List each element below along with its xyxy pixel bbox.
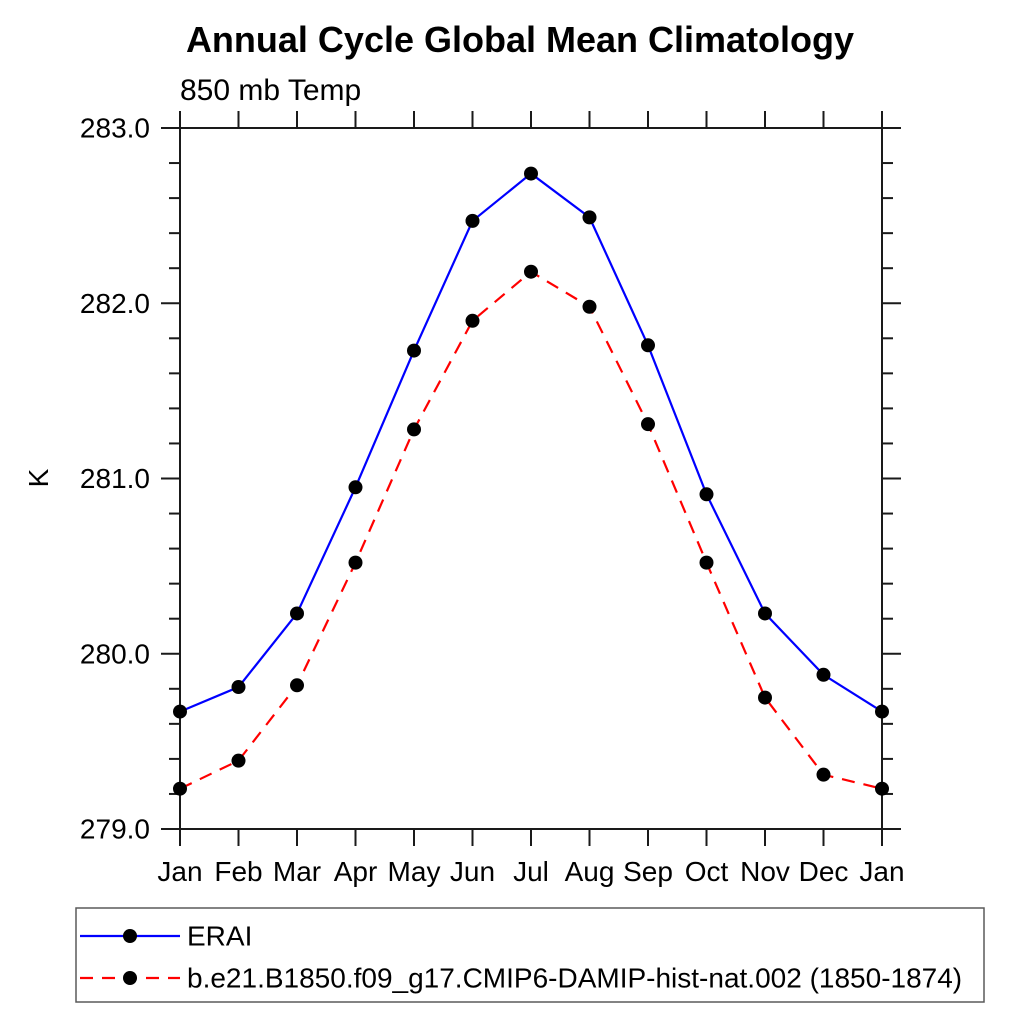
data-point-marker bbox=[231, 680, 246, 695]
data-point-marker bbox=[816, 767, 831, 782]
legend-box: ERAI b.e21.B1850.f09_g17.CMIP6-DAMIP-his… bbox=[75, 907, 985, 1003]
x-tick-label: Aug bbox=[565, 856, 615, 887]
y-tick-label: 280.0 bbox=[80, 638, 150, 669]
data-point-marker bbox=[875, 704, 889, 719]
x-tick-label: Jul bbox=[513, 856, 549, 887]
data-point-marker bbox=[758, 690, 772, 705]
data-point-marker bbox=[875, 781, 889, 796]
data-point-marker bbox=[407, 343, 421, 358]
x-axis-tick-labels: Jan Feb Mar Apr May Jun Jul Aug Sep Oct Nov Dec Jan bbox=[157, 856, 904, 887]
x-tick-label: Jan bbox=[859, 856, 904, 887]
x-tick-label: Jun bbox=[450, 856, 495, 887]
data-point-marker bbox=[524, 264, 538, 279]
chart-subtitle: 850 mb Temp bbox=[180, 74, 361, 107]
data-point-marker bbox=[173, 704, 187, 719]
x-tick-label: Oct bbox=[685, 856, 729, 887]
data-point-marker bbox=[348, 555, 363, 570]
y-axis-tick-labels: 279.0 280.0 281.0 282.0 283.0 bbox=[80, 113, 150, 845]
data-point-marker bbox=[407, 422, 421, 437]
data-point-marker bbox=[641, 338, 655, 353]
legend-marker-sample bbox=[123, 971, 137, 985]
x-tick-label: Apr bbox=[334, 856, 378, 887]
data-point-marker bbox=[758, 606, 772, 621]
series-line-model bbox=[179, 270, 883, 790]
legend-label-erai: ERAI bbox=[187, 921, 252, 952]
legend-samples bbox=[80, 929, 180, 985]
y-tick-label: 282.0 bbox=[80, 288, 150, 319]
y-tick-label: 283.0 bbox=[80, 113, 150, 144]
data-point-marker bbox=[173, 781, 187, 796]
data-point-marker bbox=[348, 480, 363, 495]
data-point-marker bbox=[582, 210, 597, 225]
plot-area bbox=[161, 111, 901, 846]
data-point-marker bbox=[290, 606, 304, 621]
y-tick-label: 281.0 bbox=[80, 463, 150, 494]
data-point-marker bbox=[699, 555, 714, 570]
legend-label-model: b.e21.B1850.f09_g17.CMIP6-DAMIP-hist-nat… bbox=[187, 963, 962, 994]
data-point-marker bbox=[231, 753, 246, 768]
data-point-marker bbox=[524, 166, 538, 181]
x-tick-label: May bbox=[388, 856, 441, 887]
x-tick-label: Dec bbox=[799, 856, 849, 887]
y-tick-label: 279.0 bbox=[80, 814, 150, 845]
data-point-marker bbox=[816, 667, 831, 682]
data-point-marker bbox=[465, 313, 480, 328]
plot-frame bbox=[179, 127, 883, 830]
x-tick-label: Feb bbox=[214, 856, 262, 887]
legend-marker-sample bbox=[123, 929, 137, 943]
data-point-marker bbox=[465, 213, 480, 228]
y-axis-label: K bbox=[23, 468, 54, 487]
data-point-marker bbox=[582, 299, 597, 314]
data-point-marker bbox=[290, 678, 304, 693]
legend-border bbox=[75, 907, 985, 1003]
x-tick-label: Sep bbox=[623, 856, 673, 887]
data-point-marker bbox=[699, 487, 714, 502]
x-tick-label: Jan bbox=[157, 856, 202, 887]
data-point-marker bbox=[641, 417, 655, 432]
chart-title: Annual Cycle Global Mean Climatology bbox=[186, 19, 854, 60]
x-tick-label: Mar bbox=[273, 856, 321, 887]
series-line-erai bbox=[179, 172, 883, 713]
x-tick-label: Nov bbox=[740, 856, 790, 887]
